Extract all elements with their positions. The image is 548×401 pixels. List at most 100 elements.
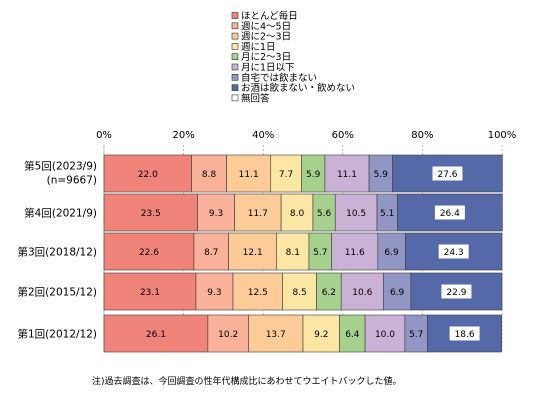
legend-label: お酒は飲まない・飲めない <box>241 82 355 94</box>
legend-swatch <box>231 53 239 61</box>
data-label: 6.4 <box>345 330 360 340</box>
y-axis-labels: 第5回(2023/9) (n=9667) 第4回(2021/9) 第3回(2018/1… <box>18 160 98 341</box>
category-label: 第5回(2023/9) <box>24 160 97 173</box>
data-label: 6.2 <box>322 288 336 298</box>
category-label: 第2回(2015/12) <box>18 286 98 299</box>
legend-label: ほとんど毎日 <box>241 10 298 22</box>
data-label: 10.6 <box>352 288 372 298</box>
bar-segment <box>280 193 314 232</box>
bar-segment <box>193 232 229 271</box>
data-label: 9.2 <box>314 330 328 340</box>
bar-segment <box>103 193 198 232</box>
bar-segment <box>103 232 195 271</box>
data-label: 9.3 <box>209 209 223 219</box>
x-tick-label: 0% <box>96 130 112 141</box>
label-box <box>441 284 472 299</box>
data-label: 5.9 <box>374 170 389 180</box>
footnote: 注)過去調査は、今回調査の性年代構成比にあわせてウエイトバックした値。 <box>92 375 402 387</box>
legend-label: 週に4～5日 <box>241 20 291 32</box>
data-label: 10.5 <box>346 209 366 219</box>
bar-segment <box>232 272 284 311</box>
bar-segment <box>234 193 282 232</box>
label-box <box>449 326 480 341</box>
label-box <box>438 244 469 259</box>
bar-segment <box>103 154 192 193</box>
bar-segment <box>248 314 304 353</box>
data-label: 12.1 <box>243 248 263 258</box>
data-label: 10.0 <box>375 330 395 340</box>
data-label: 27.6 <box>437 170 457 180</box>
data-label: 13.7 <box>266 330 286 340</box>
bar-segment <box>226 154 272 193</box>
category-label: (n=9667) <box>47 175 97 187</box>
data-label: 8.7 <box>204 248 218 258</box>
x-tick-label: 40% <box>252 130 274 141</box>
data-label: 5.7 <box>313 248 327 258</box>
data-label: 10.2 <box>218 330 238 340</box>
data-label: 8.0 <box>290 209 305 219</box>
data-label: 23.5 <box>141 209 161 219</box>
bar-segment <box>316 272 342 311</box>
data-label: 11.1 <box>337 170 357 180</box>
bar-segment <box>324 154 370 193</box>
label-box <box>432 166 463 181</box>
bar-segment <box>270 154 302 193</box>
bar-segment <box>228 232 278 271</box>
data-label: 22.0 <box>138 170 158 180</box>
data-label: 5.1 <box>380 209 394 219</box>
data-label: 18.6 <box>455 330 475 340</box>
legend-swatch <box>231 22 239 30</box>
data-label: 24.3 <box>444 248 464 258</box>
bar-segment <box>207 314 249 353</box>
x-tick-label: 20% <box>172 130 194 141</box>
bar-segment <box>364 314 406 353</box>
bar-segment <box>103 272 197 311</box>
data-label: 11.6 <box>345 248 365 258</box>
data-label: 26.1 <box>146 330 166 340</box>
data-label: 22.9 <box>446 288 466 298</box>
data-label: 11.7 <box>248 209 268 219</box>
data-label: 11.1 <box>239 170 259 180</box>
data-label: 23.1 <box>140 288 160 298</box>
legend-swatch <box>231 32 239 40</box>
x-tick-label: 80% <box>411 130 433 141</box>
bars: 22.0 8.8 11.1 7.7 5.9 11.1 5.9 27.6 23.5 9.3 11.7 8… <box>103 154 503 353</box>
legend-swatch <box>231 63 239 71</box>
bar-segment <box>331 232 379 271</box>
data-label: 5.9 <box>306 170 321 180</box>
legend-swatch <box>231 12 239 19</box>
category-label: 第3回(2018/12) <box>18 246 98 259</box>
x-tick-label: 60% <box>332 130 354 141</box>
category-label: 第4回(2021/9) <box>24 207 97 220</box>
data-label: 12.5 <box>248 288 268 298</box>
x-tick-label: 100% <box>488 130 517 141</box>
data-label: 6.9 <box>390 288 405 298</box>
label-box <box>434 205 465 220</box>
category-label: 第1回(2012/12) <box>18 328 98 341</box>
data-label: 5.7 <box>409 330 423 340</box>
data-label: 5.6 <box>317 209 332 219</box>
legend-swatch <box>231 74 239 81</box>
data-label: 6.9 <box>384 248 399 258</box>
bar-segment <box>377 232 406 271</box>
data-label: 7.7 <box>279 170 293 180</box>
legend-label: 週に1日 <box>241 41 276 53</box>
legend-label: 月に1日以下 <box>241 63 295 74</box>
bar-segment <box>103 314 209 353</box>
data-label: 8.5 <box>292 288 306 298</box>
data-label: 8.8 <box>202 170 217 180</box>
bar-segment <box>282 272 317 311</box>
legend-swatch <box>231 84 239 91</box>
legend: ほとんど毎日週に4～5日週に2～3日週に1日月に2～3日月に1日以下自宅では飲ま… <box>231 10 355 104</box>
data-label: 22.6 <box>139 248 159 258</box>
bar-segment <box>339 314 366 353</box>
legend-swatch <box>231 94 239 102</box>
bar-segment <box>340 272 384 311</box>
data-label: 8.1 <box>286 248 300 258</box>
legend-label: 無回答 <box>241 92 270 104</box>
bar-segment <box>334 193 378 232</box>
bar-segment <box>276 232 310 271</box>
data-label: 26.4 <box>440 209 460 219</box>
legend-label: 月に2～3日 <box>241 52 291 63</box>
